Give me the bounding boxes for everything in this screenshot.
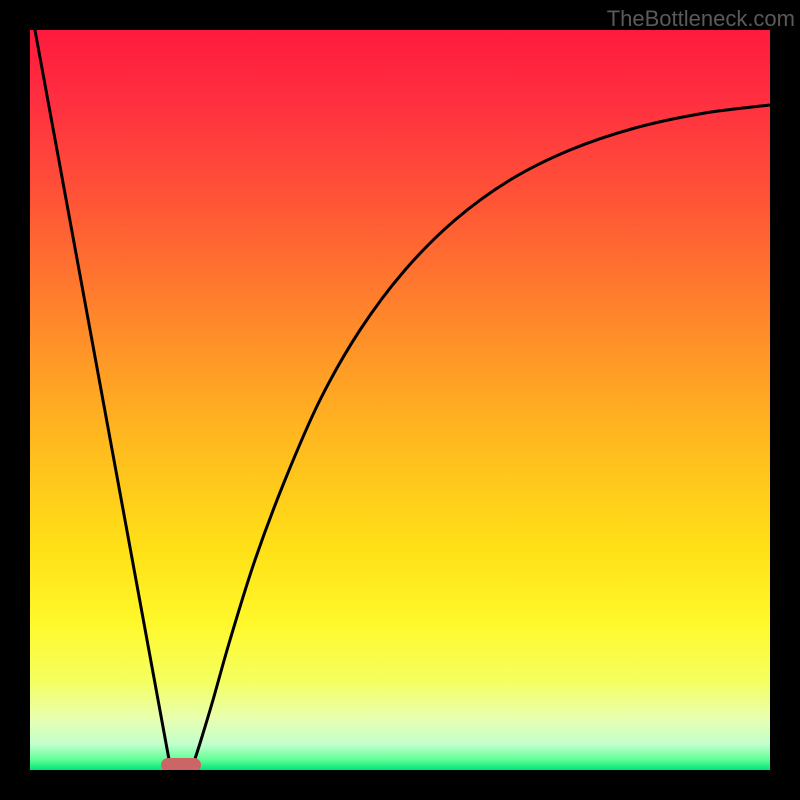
chart-border bbox=[0, 0, 800, 800]
bottleneck-chart: TheBottleneck.com bbox=[0, 0, 800, 800]
watermark-text: TheBottleneck.com bbox=[607, 6, 795, 32]
